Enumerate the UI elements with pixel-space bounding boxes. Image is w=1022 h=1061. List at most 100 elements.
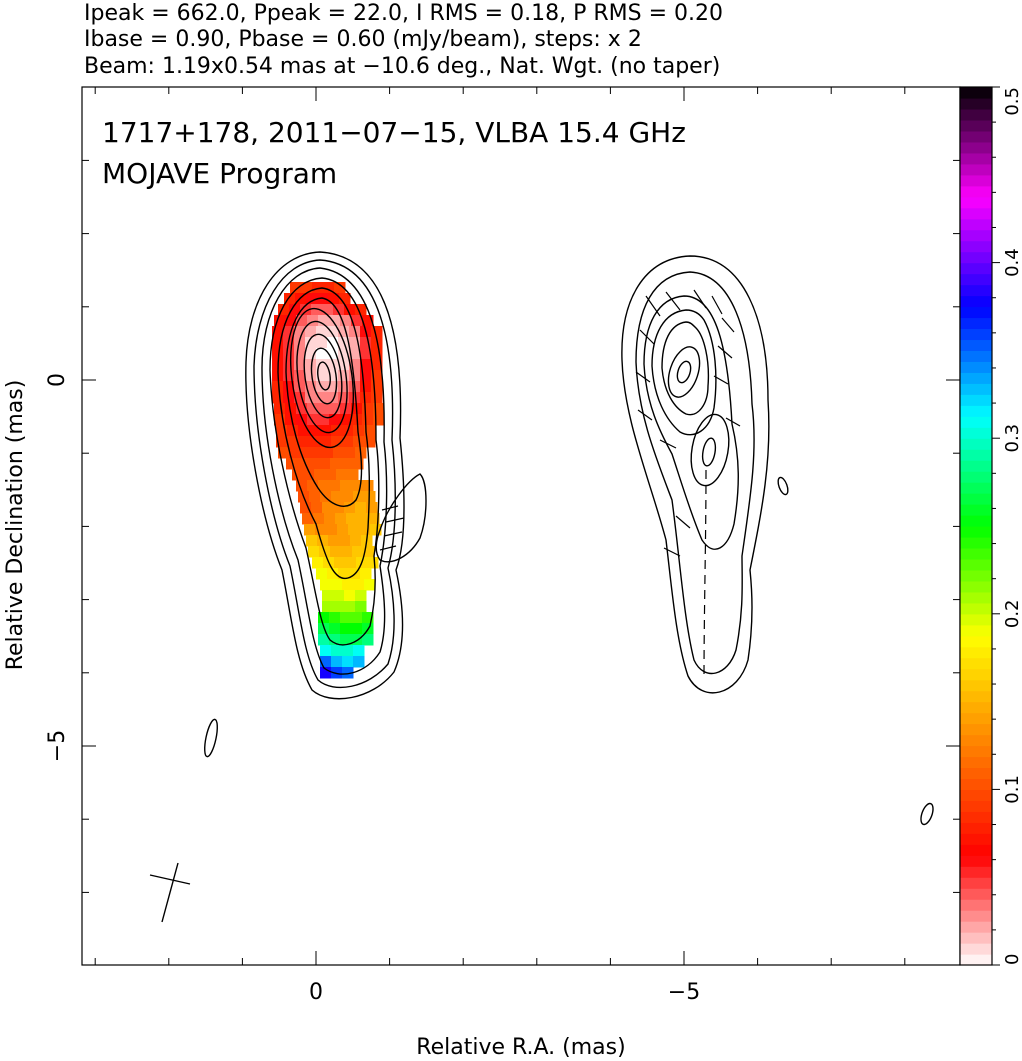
colorbar-step bbox=[960, 954, 992, 966]
right-contour-5 bbox=[661, 321, 710, 416]
polarization-pixel bbox=[355, 304, 367, 316]
colorbar-step bbox=[960, 449, 992, 461]
colorbar-tick-label: 0.3 bbox=[1002, 424, 1022, 453]
polarization-pixel bbox=[327, 326, 339, 338]
colorbar-step bbox=[960, 251, 992, 264]
left-evpa-ticks bbox=[379, 505, 405, 551]
polarization-pixel bbox=[324, 513, 336, 525]
polarization-pixel bbox=[285, 414, 297, 426]
polarization-pixel bbox=[344, 590, 356, 602]
polarization-pixel bbox=[344, 502, 356, 514]
right-panel-contours bbox=[621, 255, 934, 826]
polarization-pixel bbox=[311, 304, 323, 316]
polarization-pixel bbox=[351, 480, 363, 492]
polarization-pixel bbox=[327, 370, 339, 382]
polarization-pixel bbox=[307, 414, 319, 426]
left-panel-contours bbox=[204, 251, 427, 758]
polarization-pixel bbox=[272, 348, 284, 360]
y-tick-label-0: 0 bbox=[45, 373, 70, 387]
colorbar-step bbox=[960, 877, 992, 889]
polarization-pixel bbox=[342, 645, 354, 657]
colorbar-step bbox=[960, 482, 992, 494]
polarization-pixel bbox=[327, 568, 339, 580]
polarization-pixel bbox=[360, 568, 372, 580]
colorbar-step bbox=[960, 416, 992, 428]
polarization-pixel bbox=[300, 502, 312, 514]
polarization-pixel bbox=[331, 579, 343, 591]
colorbar-step bbox=[960, 438, 992, 450]
colorbar-step bbox=[960, 515, 992, 527]
polarization-pixel bbox=[362, 315, 374, 327]
right-dashed-ridge bbox=[703, 469, 707, 681]
beam-marker bbox=[149, 862, 191, 923]
polarization-pixel bbox=[285, 315, 297, 327]
polarization-pixel bbox=[284, 293, 296, 305]
polarization-pixel bbox=[338, 392, 350, 404]
polarization-pixel bbox=[347, 469, 359, 481]
polarization-pixel bbox=[296, 480, 308, 492]
polarization-pixel bbox=[349, 392, 361, 404]
polarization-pixel bbox=[333, 447, 345, 459]
polarization-pixel bbox=[276, 425, 288, 437]
polarization-pixel bbox=[286, 458, 298, 470]
polarization-pixel bbox=[316, 392, 328, 404]
polarization-pixel bbox=[333, 304, 345, 316]
polarization-pixel bbox=[272, 337, 284, 349]
polarization-pixel bbox=[289, 304, 301, 316]
polarization-pixel bbox=[329, 623, 341, 635]
right-contour-6 bbox=[667, 346, 701, 398]
polarization-pixel bbox=[341, 458, 353, 470]
polarization-pixel bbox=[285, 403, 297, 415]
polarization-pixel bbox=[371, 370, 383, 382]
colorbar-step bbox=[960, 262, 992, 275]
polarization-pixel bbox=[323, 282, 335, 294]
polarization-pixel bbox=[344, 447, 356, 459]
polarization-pixel bbox=[371, 348, 383, 360]
colorbar-step bbox=[960, 119, 992, 132]
colorbar-tick-label: 0.1 bbox=[1002, 775, 1022, 804]
polarization-pixel bbox=[305, 359, 317, 371]
right-secondary-contour-2 bbox=[701, 437, 717, 467]
polarization-pixel bbox=[338, 348, 350, 360]
polarization-pixel bbox=[342, 667, 354, 679]
polarization-pixel bbox=[352, 546, 364, 558]
polarization-pixel bbox=[290, 282, 302, 294]
polarization-pixel bbox=[352, 458, 364, 470]
colorbar-step bbox=[960, 701, 992, 714]
polarization-pixel bbox=[292, 469, 304, 481]
polarization-pixel bbox=[327, 359, 339, 371]
polarization-pixel bbox=[330, 458, 342, 470]
polarization-pixel bbox=[327, 348, 339, 360]
right-contour-1 bbox=[621, 255, 770, 694]
colorbar-step bbox=[960, 756, 992, 769]
polarization-pixel bbox=[311, 447, 323, 459]
polarization-pixel bbox=[320, 645, 332, 657]
polarization-pixel bbox=[294, 359, 306, 371]
colorbar-frame bbox=[959, 86, 993, 966]
polarization-pixel bbox=[327, 392, 339, 404]
polarization-pixel bbox=[317, 535, 329, 547]
polarization-pixel bbox=[298, 436, 310, 448]
x-tick-label-minus5: −5 bbox=[668, 980, 700, 1005]
polarization-pixel bbox=[289, 447, 301, 459]
left-contour-9 bbox=[303, 333, 343, 419]
polarization-pixel bbox=[333, 502, 345, 514]
header-line-3: Beam: 1.19x0.54 mas at −10.6 deg., Nat. … bbox=[84, 54, 720, 79]
polarization-pixel bbox=[283, 348, 295, 360]
left-contour-5 bbox=[277, 287, 371, 580]
polarization-pixel bbox=[342, 436, 354, 448]
polarization-pixel bbox=[339, 293, 351, 305]
polarization-pixel bbox=[313, 513, 325, 525]
colorbar-step bbox=[960, 372, 992, 384]
polarization-pixel bbox=[305, 370, 317, 382]
colorbar-step bbox=[960, 899, 992, 911]
polarization-pixel bbox=[309, 436, 321, 448]
colorbar-step bbox=[960, 888, 992, 900]
x-tick-label-0: 0 bbox=[309, 980, 323, 1005]
polarization-pixel bbox=[327, 381, 339, 393]
polarization-pixel bbox=[283, 381, 295, 393]
polarization-pixel bbox=[353, 579, 365, 591]
polarization-pixel bbox=[328, 535, 340, 547]
polarization-pixel bbox=[353, 645, 365, 657]
colorbar-step bbox=[960, 493, 992, 505]
